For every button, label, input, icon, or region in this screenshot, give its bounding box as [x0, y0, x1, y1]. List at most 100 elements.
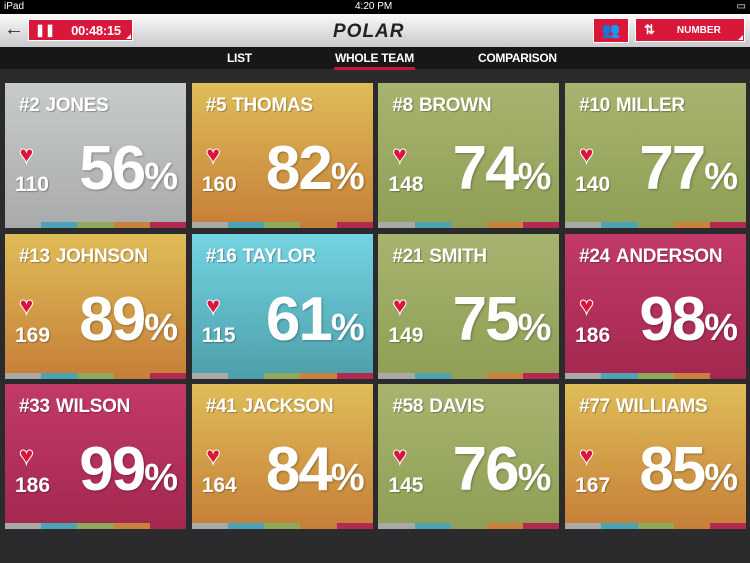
hr-percent: 75%: [453, 284, 552, 355]
zone-segment-blue: [227, 222, 265, 228]
percent-sign: %: [144, 457, 178, 499]
percent-value: 85: [639, 435, 706, 504]
percent-sign: %: [330, 457, 365, 499]
zone-segment-orange: [300, 222, 336, 228]
zone-segment-red: [709, 523, 747, 529]
hr-percent: 74%: [453, 133, 552, 204]
zone-segment-red: [149, 372, 186, 379]
back-arrow-icon[interactable]: ←: [4, 18, 24, 40]
zone-segment-red: [336, 222, 373, 228]
zone-segment-gray: [191, 222, 228, 228]
percent-value: 75: [452, 284, 520, 354]
heart-rate: 169: [15, 323, 51, 347]
percent-sign: %: [144, 156, 178, 198]
heart-rate: 160: [201, 173, 237, 196]
percent-value: 77: [639, 134, 706, 203]
user-settings-icon: 👥: [601, 22, 621, 39]
player-number: #41: [205, 396, 237, 417]
zone-segment-orange: [114, 373, 150, 379]
zone-segment-green: [264, 523, 301, 529]
zone-segment-blue: [41, 222, 78, 228]
heart-icon: ♥: [205, 291, 221, 320]
player-tile[interactable]: #41 JACKSON ♥ 164 84%: [191, 384, 373, 529]
polar-logo: POLAR: [333, 21, 405, 42]
sort-button[interactable]: ⇅ NUMBER: [635, 18, 745, 42]
zone-segment-blue: [414, 222, 451, 228]
zone-segment-green: [451, 373, 487, 379]
percent-sign: %: [330, 306, 365, 349]
player-name: #10 MILLER: [579, 95, 685, 117]
zone-segment-blue: [414, 372, 451, 379]
hr-percent: 99%: [79, 434, 178, 505]
zone-segment-blue: [601, 222, 638, 228]
zone-segment-orange: [300, 372, 337, 379]
player-tile[interactable]: #16 TAYLOR ♥ 115 61%: [191, 233, 373, 379]
timer-value: 00:48:15: [71, 22, 121, 38]
top-bar: ← ❚❚ 00:48:15 POLAR 👥 ⇅ NUMBER: [0, 14, 750, 47]
zone-segment-blue: [601, 372, 638, 379]
hr-percent: 76%: [453, 434, 552, 505]
player-tile[interactable]: #21 SMITH ♥ 149 75%: [378, 233, 560, 379]
zone-bar: [378, 222, 560, 228]
zone-segment-gray: [565, 222, 602, 228]
zone-segment-gray: [5, 222, 41, 228]
percent-value: 84: [265, 435, 333, 504]
zone-bar: [5, 222, 186, 228]
zone-segment-orange: [113, 523, 150, 529]
tab-whole-team[interactable]: WHOLE TEAM: [334, 51, 415, 70]
zone-bar: [565, 523, 747, 529]
player-surname: JOHNSON: [55, 245, 148, 267]
heart-rate: 148: [388, 173, 424, 196]
zone-segment-green: [77, 372, 114, 379]
heart-icon: ♥: [392, 291, 408, 320]
zone-segment-red: [523, 222, 560, 228]
heart-rate: 149: [388, 323, 424, 347]
zone-segment-gray: [378, 372, 415, 379]
zone-bar: [565, 372, 746, 379]
player-tile[interactable]: #5 THOMAS ♥ 160 82%: [191, 83, 373, 228]
zone-segment-blue: [414, 523, 451, 529]
view-tabs: LIST WHOLE TEAM COMPARISON: [0, 47, 750, 70]
player-surname: WILSON: [55, 396, 131, 417]
zone-segment-red: [336, 523, 373, 529]
heart-icon: ♥: [19, 442, 35, 470]
player-tile[interactable]: #58 DAVIS ♥ 145 76%: [378, 384, 560, 529]
percent-value: 82: [265, 134, 333, 203]
zone-bar: [5, 372, 186, 379]
zone-segment-red: [523, 523, 560, 529]
player-tile[interactable]: #33 WILSON ♥ 186 99%: [5, 384, 186, 529]
sort-label: NUMBER: [676, 24, 721, 36]
zone-bar: [191, 222, 373, 228]
zone-segment-blue: [228, 373, 264, 379]
player-name: #5 THOMAS: [206, 95, 313, 117]
zone-bar: [378, 372, 560, 379]
player-name: #16 TAYLOR: [206, 246, 316, 268]
tab-comparison[interactable]: COMPARISON: [478, 51, 557, 65]
zone-segment-orange: [674, 523, 710, 529]
player-tile[interactable]: #10 MILLER ♥ 140 77%: [565, 83, 747, 228]
tab-list[interactable]: LIST: [227, 51, 252, 65]
heart-icon: ♥: [19, 291, 35, 320]
heart-rate: 110: [15, 173, 49, 196]
heart-icon: ♥: [205, 141, 221, 169]
player-tile[interactable]: #13 JOHNSON ♥ 169 89%: [5, 233, 186, 379]
zone-segment-red: [336, 372, 373, 379]
zone-segment-red: [710, 373, 746, 379]
player-tile[interactable]: #8 BROWN ♥ 148 74%: [378, 83, 560, 228]
player-tile[interactable]: #24 ANDERSON ♥ 186 98%: [565, 233, 747, 379]
zone-segment-red: [150, 523, 186, 529]
timer-button[interactable]: ❚❚ 00:48:15: [28, 19, 133, 41]
user-settings-button[interactable]: 👥: [593, 18, 629, 43]
zone-segment-gray: [5, 523, 42, 529]
zone-segment-orange: [300, 523, 336, 529]
zone-segment-blue: [41, 523, 78, 529]
player-number: #58: [392, 396, 424, 417]
player-name: #24 ANDERSON: [579, 246, 722, 268]
player-name: #21 SMITH: [392, 246, 487, 268]
player-tile[interactable]: #2 JONES ♥ 110 56%: [5, 83, 186, 228]
player-tile[interactable]: #77 WILLIAMS ♥ 167 85%: [565, 384, 747, 529]
player-name: #58 DAVIS: [392, 396, 484, 418]
player-surname: WILLIAMS: [615, 396, 708, 417]
heart-rate: 140: [575, 173, 611, 196]
zone-bar: [378, 523, 560, 529]
